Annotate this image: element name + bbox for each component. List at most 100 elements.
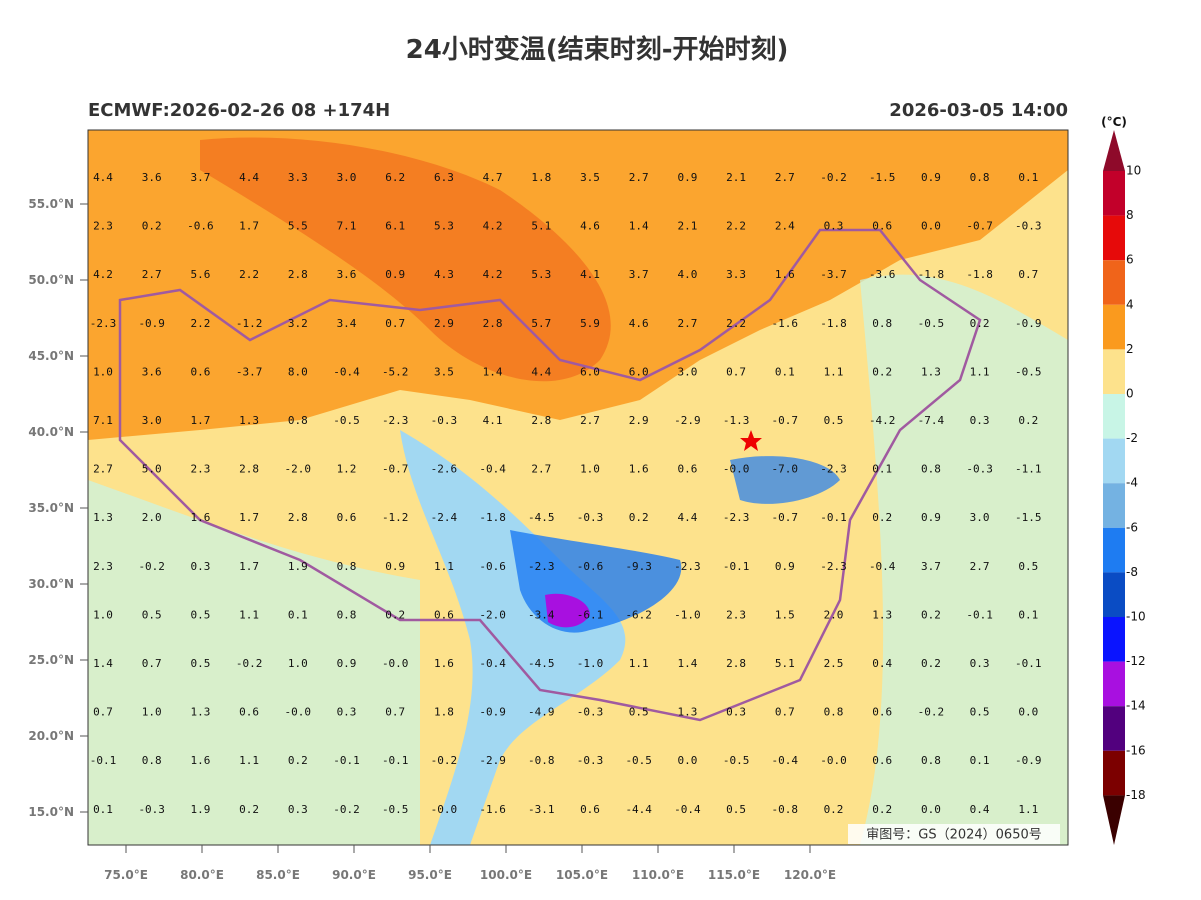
lon-label: 95.0°E: [408, 868, 452, 882]
grid-value: -0.2: [820, 171, 847, 184]
grid-value: -7.4: [918, 414, 945, 427]
grid-value: 0.2: [921, 608, 941, 621]
grid-value: -0.9: [479, 706, 506, 719]
grid-value: -1.1: [1015, 463, 1042, 476]
grid-value: 0.8: [142, 754, 162, 767]
grid-value: -0.9: [138, 317, 165, 330]
grid-value: -0.0: [382, 657, 409, 670]
grid-value: 0.6: [677, 463, 697, 476]
grid-value: 0.1: [872, 463, 892, 476]
colorbar-segment: [1103, 661, 1125, 707]
grid-value: -0.1: [333, 754, 360, 767]
grid-value: 6.3: [434, 171, 454, 184]
grid-value: -0.1: [820, 511, 847, 524]
grid-value: -0.4: [772, 754, 799, 767]
grid-value: 4.4: [239, 171, 259, 184]
grid-value: 0.6: [580, 803, 600, 816]
grid-value: 0.9: [921, 511, 941, 524]
colorbar-segment: [1103, 483, 1125, 528]
grid-value: -1.6: [479, 803, 506, 816]
grid-value: 0.2: [872, 803, 892, 816]
grid-value: 1.4: [677, 657, 697, 670]
grid-value: -1.0: [577, 657, 604, 670]
grid-value: 2.1: [677, 220, 697, 233]
grid-value: 0.1: [1018, 608, 1038, 621]
grid-value: -2.3: [382, 414, 409, 427]
grid-value: 4.2: [483, 268, 503, 281]
grid-value: 0.2: [629, 511, 649, 524]
grid-value: -0.6: [187, 220, 214, 233]
grid-value: -1.2: [382, 511, 409, 524]
grid-value: 3.6: [142, 171, 162, 184]
grid-value: -0.9: [1015, 317, 1042, 330]
grid-value: 4.4: [93, 171, 113, 184]
grid-value: 0.5: [726, 803, 746, 816]
grid-value: -0.1: [966, 608, 993, 621]
grid-value: -1.8: [918, 268, 945, 281]
grid-value: 0.2: [1018, 414, 1038, 427]
grid-value: -2.3: [528, 560, 555, 573]
grid-value: 1.1: [824, 365, 844, 378]
grid-value: 1.3: [872, 608, 892, 621]
grid-value: 1.7: [239, 560, 259, 573]
grid-value: 3.6: [142, 365, 162, 378]
grid-value: 0.8: [872, 317, 892, 330]
grid-value: -4.9: [528, 706, 555, 719]
grid-value: 3.0: [142, 414, 162, 427]
grid-value: 0.8: [337, 560, 357, 573]
grid-value: 0.5: [970, 706, 990, 719]
grid-value: 0.6: [872, 220, 892, 233]
grid-value: 5.3: [531, 268, 551, 281]
grid-value: 0.7: [1018, 268, 1038, 281]
grid-value: 1.0: [93, 365, 113, 378]
grid-value: -0.4: [674, 803, 701, 816]
grid-value: 4.6: [629, 317, 649, 330]
grid-value: 1.4: [629, 220, 649, 233]
grid-value: 1.8: [531, 171, 551, 184]
grid-value: -0.5: [625, 754, 652, 767]
grid-value: 0.8: [970, 171, 990, 184]
grid-value: 1.1: [434, 560, 454, 573]
grid-value: 1.4: [483, 365, 503, 378]
grid-value: 0.9: [385, 268, 405, 281]
grid-value: -0.8: [528, 754, 555, 767]
grid-value: -0.6: [479, 560, 506, 573]
grid-value: -0.5: [723, 754, 750, 767]
grid-value: 0.3: [824, 220, 844, 233]
grid-value: 2.7: [142, 268, 162, 281]
grid-value: -4.4: [625, 803, 652, 816]
grid-value: 0.3: [970, 657, 990, 670]
grid-value: 5.5: [288, 220, 308, 233]
grid-value: -2.4: [431, 511, 458, 524]
grid-value: 0.5: [824, 414, 844, 427]
colorbar-label: -10: [1126, 610, 1146, 624]
grid-value: 2.9: [434, 317, 454, 330]
colorbar-label: -2: [1126, 431, 1138, 445]
grid-value: 3.6: [337, 268, 357, 281]
colorbar-label: -12: [1126, 654, 1146, 668]
colorbar-segment: [1103, 349, 1125, 394]
grid-value: 0.3: [288, 803, 308, 816]
grid-value: 1.6: [190, 511, 210, 524]
grid-value: -4.2: [869, 414, 896, 427]
grid-value: 2.0: [142, 511, 162, 524]
grid-value: 0.2: [239, 803, 259, 816]
grid-value: 0.1: [775, 365, 795, 378]
grid-value: 2.9: [629, 414, 649, 427]
lon-label: 115.0°E: [708, 868, 760, 882]
grid-value: 0.7: [775, 706, 795, 719]
grid-value: -3.4: [528, 608, 555, 621]
grid-value: 0.6: [872, 754, 892, 767]
colorbar-label: 8: [1126, 208, 1134, 222]
grid-value: 1.7: [239, 511, 259, 524]
colorbar-segment: [1103, 706, 1125, 751]
colorbar-label: -4: [1126, 476, 1138, 490]
grid-value: 0.4: [872, 657, 892, 670]
grid-value: 1.3: [93, 511, 113, 524]
grid-value: -2.3: [674, 560, 701, 573]
grid-value: -0.7: [382, 463, 409, 476]
grid-value: -0.2: [236, 657, 263, 670]
grid-value: 0.3: [337, 706, 357, 719]
grid-value: -0.0: [723, 463, 750, 476]
grid-value: 2.3: [726, 608, 746, 621]
